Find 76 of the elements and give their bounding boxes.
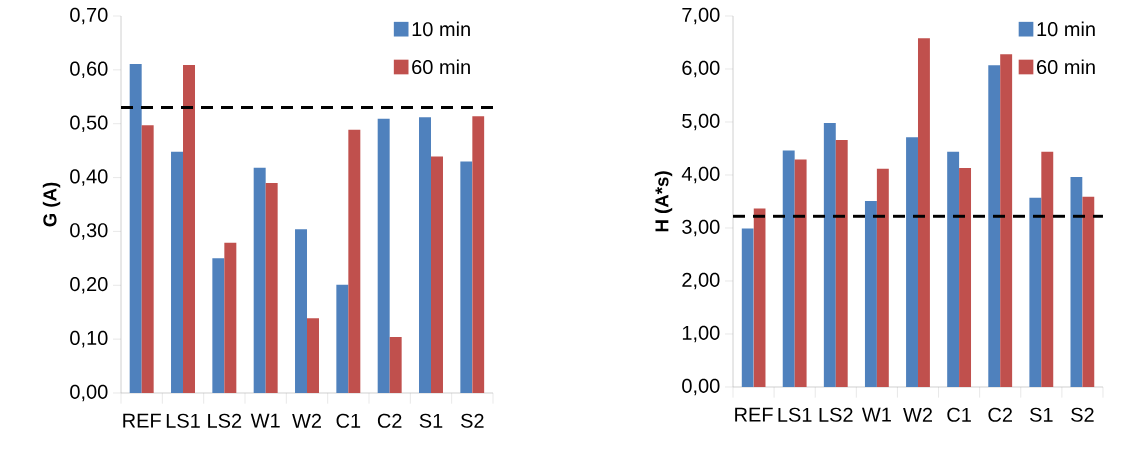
y-tick-label: 6,00 <box>682 60 720 78</box>
x-tick-label: W1 <box>250 413 280 428</box>
legend-label: 60 min <box>412 59 470 75</box>
bar <box>224 242 237 393</box>
y-tick-label: 7,00 <box>682 7 720 25</box>
bar <box>823 123 836 387</box>
bar <box>782 150 795 387</box>
legend-label: 60 min <box>1037 59 1095 75</box>
legend-label: 10 min <box>1037 21 1095 37</box>
x-tick-label: W1 <box>861 407 891 422</box>
bar <box>947 151 960 387</box>
y-tick-label: 0,40 <box>70 169 108 186</box>
bar <box>253 167 266 393</box>
bar <box>183 65 195 393</box>
bar <box>1041 151 1054 387</box>
bar <box>460 161 473 393</box>
x-tick-label: W2 <box>903 407 932 422</box>
bar <box>212 258 225 393</box>
y-tick-label: 0,60 <box>70 61 108 79</box>
x-tick-label: LS1 <box>778 407 812 422</box>
x-tick-label: S1 <box>1029 407 1053 422</box>
x-tick-label: C2 <box>377 413 402 428</box>
y-tick-label: 3,00 <box>682 219 720 237</box>
bar <box>753 208 766 387</box>
bar <box>835 140 848 387</box>
y-tick-label: 0,30 <box>70 223 108 240</box>
y-tick-label: 1,00 <box>682 325 720 343</box>
x-tick-label: REF <box>123 413 161 428</box>
legend-label: 10 min <box>412 21 470 37</box>
bar <box>1070 177 1083 387</box>
y-tick-label: 0,00 <box>682 378 720 396</box>
x-tick-label: S2 <box>461 413 484 428</box>
bar <box>472 116 485 393</box>
bar <box>906 137 918 387</box>
x-tick-label: LS1 <box>166 413 200 428</box>
x-tick-label: S1 <box>419 413 443 428</box>
bar <box>959 168 972 387</box>
bar <box>265 182 278 393</box>
bar <box>431 156 443 393</box>
bar <box>1082 196 1095 387</box>
bar <box>389 336 402 393</box>
bar <box>348 129 361 393</box>
x-tick-label: LS2 <box>208 413 242 428</box>
bar <box>1029 197 1042 387</box>
bar <box>794 159 807 387</box>
y-axis-title: H (A*s) <box>654 171 673 232</box>
y-tick-label: 5,00 <box>682 113 720 131</box>
y-tick-label: 0,10 <box>70 330 108 348</box>
bar <box>295 229 308 393</box>
x-tick-label: C1 <box>336 413 361 428</box>
bar <box>307 318 319 393</box>
y-axis-title: G (A) <box>42 182 61 227</box>
y-tick-label: 0,00 <box>70 384 108 402</box>
bar <box>141 125 154 393</box>
y-tick-label: 0,50 <box>70 115 108 132</box>
bar <box>741 228 754 387</box>
bar <box>1000 54 1013 387</box>
x-tick-label: C2 <box>988 407 1012 422</box>
y-tick-label: 0,70 <box>70 7 108 25</box>
y-tick-label: 4,00 <box>681 166 720 184</box>
y-tick-label: 0,20 <box>70 277 108 294</box>
bar <box>377 118 390 393</box>
bar <box>864 200 877 387</box>
bar <box>917 38 930 387</box>
x-tick-label: S2 <box>1071 407 1094 422</box>
x-tick-label: LS2 <box>819 407 853 422</box>
bar <box>336 284 349 393</box>
bar <box>129 63 142 393</box>
bar <box>988 65 1001 387</box>
bar <box>171 151 184 393</box>
bar <box>876 168 889 387</box>
bar <box>419 117 431 393</box>
y-tick-label: 2,00 <box>682 272 720 290</box>
x-tick-label: REF <box>735 407 773 422</box>
x-tick-label: C1 <box>947 407 971 422</box>
x-tick-label: W2 <box>292 413 322 428</box>
